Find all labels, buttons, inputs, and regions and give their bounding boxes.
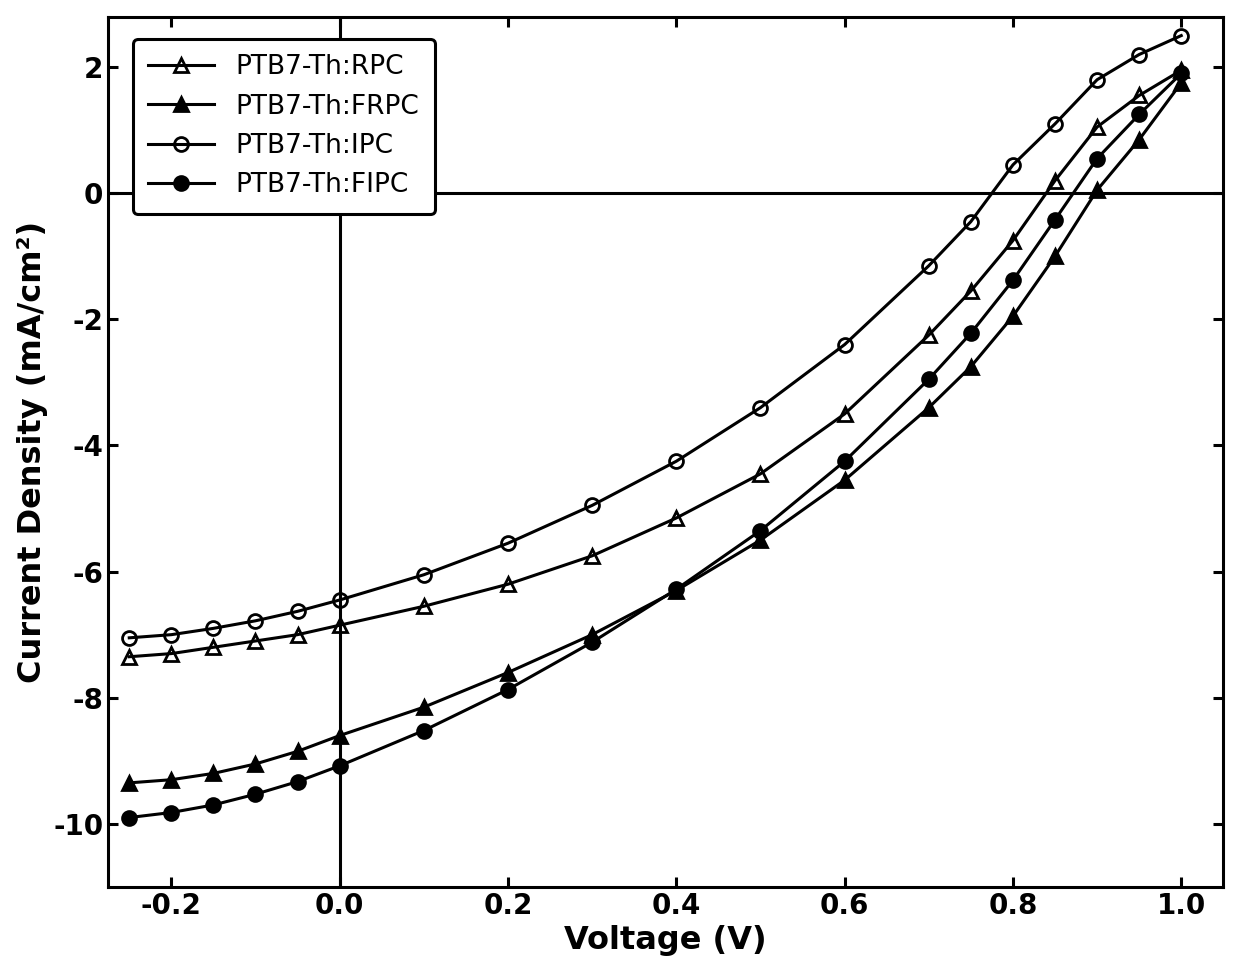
PTB7-Th:RPC <box>1132 90 1147 101</box>
PTB7-Th:RPC <box>1174 64 1189 76</box>
PTB7-Th:RPC <box>1048 175 1063 187</box>
PTB7-Th:FRPC <box>501 667 516 678</box>
PTB7-Th:IPC <box>963 216 978 228</box>
Line: PTB7-Th:FIPC: PTB7-Th:FIPC <box>123 66 1188 824</box>
PTB7-Th:FIPC <box>668 584 683 595</box>
PTB7-Th:RPC <box>332 620 347 631</box>
PTB7-Th:FRPC <box>417 702 432 713</box>
PTB7-Th:RPC <box>963 285 978 297</box>
PTB7-Th:FIPC <box>753 524 768 536</box>
PTB7-Th:IPC <box>206 623 221 634</box>
PTB7-Th:IPC <box>501 537 516 549</box>
PTB7-Th:IPC <box>122 632 136 644</box>
PTB7-Th:IPC <box>837 339 852 350</box>
PTB7-Th:RPC <box>921 329 936 341</box>
PTB7-Th:FRPC <box>668 585 683 596</box>
PTB7-Th:RPC <box>122 651 136 663</box>
PTB7-Th:FIPC <box>1090 153 1105 164</box>
PTB7-Th:FIPC <box>921 374 936 385</box>
PTB7-Th:RPC <box>1006 234 1021 246</box>
PTB7-Th:FRPC <box>1132 134 1147 146</box>
PTB7-Th:FIPC <box>501 684 516 696</box>
PTB7-Th:IPC <box>1174 30 1189 42</box>
PTB7-Th:FRPC <box>332 730 347 741</box>
Y-axis label: Current Density (mA/cm²): Current Density (mA/cm²) <box>16 221 47 683</box>
PTB7-Th:RPC <box>1090 122 1105 133</box>
PTB7-Th:RPC <box>753 468 768 480</box>
PTB7-Th:FRPC <box>585 629 600 640</box>
PTB7-Th:FIPC <box>206 799 221 811</box>
PTB7-Th:IPC <box>585 499 600 511</box>
X-axis label: Voltage (V): Voltage (V) <box>564 925 768 956</box>
PTB7-Th:FRPC <box>921 402 936 414</box>
PTB7-Th:IPC <box>417 569 432 581</box>
PTB7-Th:IPC <box>1048 118 1063 129</box>
PTB7-Th:FRPC <box>290 745 305 757</box>
PTB7-Th:FIPC <box>332 760 347 772</box>
Line: PTB7-Th:RPC: PTB7-Th:RPC <box>123 63 1188 664</box>
PTB7-Th:FIPC <box>1174 67 1189 79</box>
PTB7-Th:IPC <box>290 605 305 617</box>
PTB7-Th:IPC <box>164 629 179 640</box>
Line: PTB7-Th:IPC: PTB7-Th:IPC <box>123 28 1188 645</box>
PTB7-Th:FIPC <box>417 725 432 737</box>
PTB7-Th:RPC <box>585 550 600 561</box>
PTB7-Th:FIPC <box>585 636 600 648</box>
PTB7-Th:FRPC <box>1174 77 1189 89</box>
PTB7-Th:FIPC <box>1006 274 1021 286</box>
PTB7-Th:FRPC <box>248 758 263 770</box>
PTB7-Th:IPC <box>668 455 683 467</box>
PTB7-Th:IPC <box>332 595 347 606</box>
PTB7-Th:IPC <box>248 615 263 627</box>
PTB7-Th:IPC <box>921 260 936 271</box>
PTB7-Th:FIPC <box>248 788 263 800</box>
PTB7-Th:FIPC <box>164 807 179 818</box>
PTB7-Th:IPC <box>1132 49 1147 60</box>
Line: PTB7-Th:FRPC: PTB7-Th:FRPC <box>123 76 1188 790</box>
PTB7-Th:RPC <box>668 512 683 523</box>
PTB7-Th:RPC <box>248 635 263 647</box>
PTB7-Th:FRPC <box>753 534 768 546</box>
PTB7-Th:FIPC <box>963 327 978 339</box>
PTB7-Th:RPC <box>837 408 852 419</box>
PTB7-Th:FIPC <box>1048 214 1063 226</box>
PTB7-Th:IPC <box>1090 74 1105 86</box>
PTB7-Th:RPC <box>206 641 221 653</box>
PTB7-Th:RPC <box>417 600 432 612</box>
PTB7-Th:FRPC <box>1006 310 1021 322</box>
PTB7-Th:FIPC <box>290 775 305 787</box>
PTB7-Th:FRPC <box>837 474 852 486</box>
Legend: PTB7-Th:RPC, PTB7-Th:FRPC, PTB7-Th:IPC, PTB7-Th:FIPC: PTB7-Th:RPC, PTB7-Th:FRPC, PTB7-Th:IPC, … <box>133 39 435 214</box>
PTB7-Th:RPC <box>290 629 305 640</box>
PTB7-Th:FIPC <box>1132 109 1147 121</box>
PTB7-Th:FIPC <box>122 811 136 823</box>
PTB7-Th:FRPC <box>122 777 136 789</box>
PTB7-Th:IPC <box>753 402 768 414</box>
PTB7-Th:FRPC <box>206 768 221 779</box>
PTB7-Th:FIPC <box>837 455 852 467</box>
PTB7-Th:FRPC <box>1090 184 1105 196</box>
PTB7-Th:IPC <box>1006 159 1021 170</box>
PTB7-Th:FRPC <box>1048 250 1063 262</box>
PTB7-Th:RPC <box>164 648 179 660</box>
PTB7-Th:FRPC <box>963 361 978 373</box>
PTB7-Th:FRPC <box>164 774 179 785</box>
PTB7-Th:RPC <box>501 578 516 590</box>
